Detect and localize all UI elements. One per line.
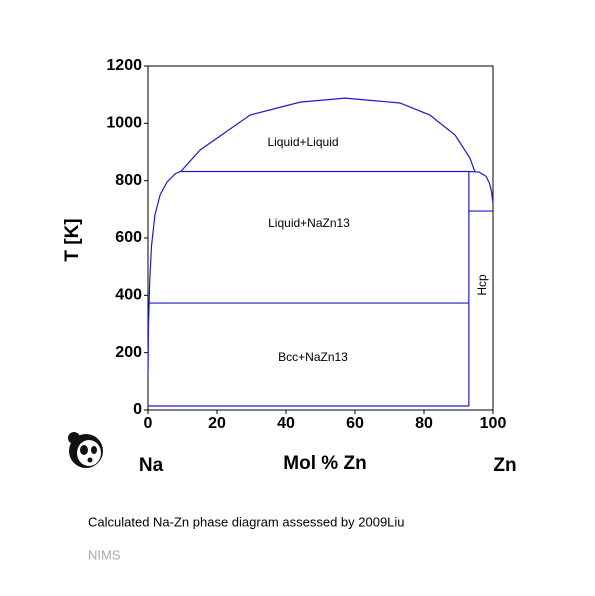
y-tick-label: 200 xyxy=(115,344,142,361)
phase-boundary xyxy=(147,97,476,376)
y-tick-label: 1000 xyxy=(106,115,142,132)
y-tick-label: 0 xyxy=(133,401,142,418)
region-label: Liquid+Liquid xyxy=(267,135,338,149)
x-tick-label: 60 xyxy=(346,415,364,432)
y-tick-label: 600 xyxy=(115,229,142,246)
panda-icon xyxy=(68,432,103,468)
end-label: Zn xyxy=(493,455,516,476)
y-tick-label: 800 xyxy=(115,172,142,189)
x-tick-label: 20 xyxy=(208,415,226,432)
source: NIMS xyxy=(88,547,121,562)
caption: Calculated Na-Zn phase diagram assessed … xyxy=(88,514,405,529)
region-label: Liquid+NaZn13 xyxy=(268,216,350,230)
region-label: Bcc+NaZn13 xyxy=(278,350,348,364)
end-label: Na xyxy=(139,455,164,476)
y-tick-label: 1200 xyxy=(106,57,142,74)
x-tick-label: 40 xyxy=(277,415,295,432)
region-label: Hcp xyxy=(475,274,489,296)
x-axis-label: Mol % Zn xyxy=(283,453,366,474)
y-tick-label: 400 xyxy=(115,287,142,304)
y-axis-label: T [K] xyxy=(62,218,83,261)
x-tick-label: 100 xyxy=(480,415,507,432)
x-tick-label: 0 xyxy=(144,415,153,432)
phase-boundary xyxy=(468,170,494,204)
x-tick-label: 80 xyxy=(415,415,433,432)
